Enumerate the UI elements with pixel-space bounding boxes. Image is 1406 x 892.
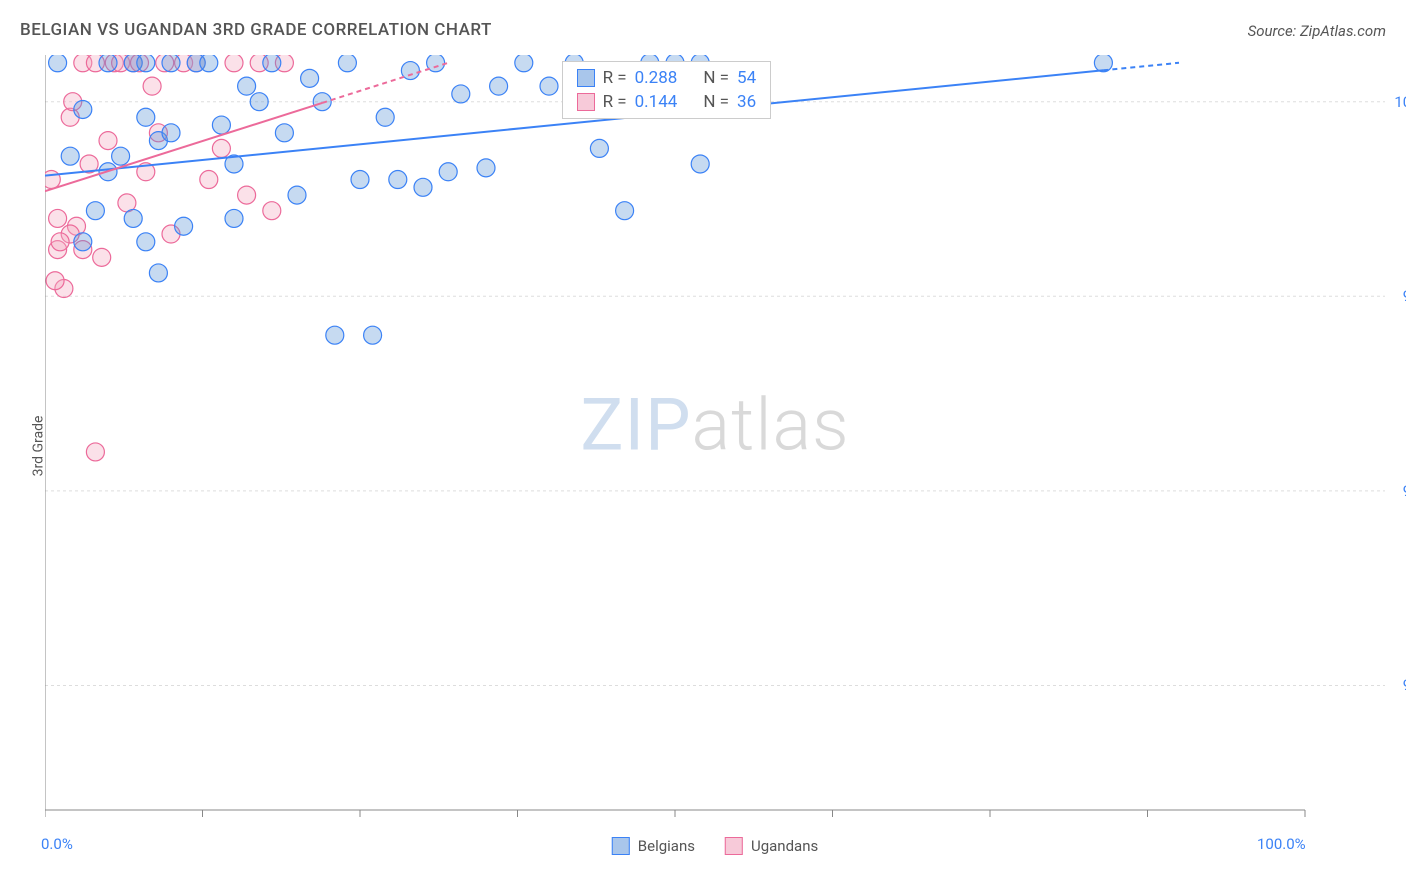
y-tick-label: 100.0% <box>1394 93 1406 111</box>
legend-label: Ugandans <box>751 837 818 855</box>
legend-label: Belgians <box>638 837 695 855</box>
chart-container: BELGIAN VS UGANDAN 3RD GRADE CORRELATION… <box>0 0 1406 892</box>
r-value: 0.288 <box>635 68 678 88</box>
n-label: N = <box>703 92 729 112</box>
legend-item: Ugandans <box>725 837 818 855</box>
x-tick-label: 0.0% <box>41 835 73 853</box>
series-swatch <box>577 69 595 87</box>
x-tick-label: 100.0% <box>1257 835 1306 853</box>
scatter-svg <box>45 55 1385 825</box>
legend: Belgians Ugandans <box>612 837 818 855</box>
y-axis-label: 3rd Grade <box>30 416 46 477</box>
plot-area: ZIPatlas R =0.288N =54R =0.144N =36 92.5… <box>45 55 1385 825</box>
series-swatch <box>577 93 595 111</box>
stats-row: R = 0.144 N = 36 <box>577 92 757 112</box>
n-value: 36 <box>737 92 756 112</box>
r-value: 0.144 <box>635 92 678 112</box>
correlation-stats-box: R = 0.288 N = 54 R = 0.144 N = 36 <box>562 61 772 119</box>
n-value: 54 <box>737 68 756 88</box>
source-attribution: Source: ZipAtlas.com <box>1248 22 1386 40</box>
chart-title: BELGIAN VS UGANDAN 3RD GRADE CORRELATION… <box>20 20 492 40</box>
legend-swatch <box>725 837 743 855</box>
r-label: R = <box>603 92 627 112</box>
stats-row: R = 0.288 N = 54 <box>577 68 757 88</box>
n-label: N = <box>703 68 729 88</box>
legend-item: Belgians <box>612 837 695 855</box>
r-label: R = <box>603 68 627 88</box>
legend-swatch <box>612 837 630 855</box>
